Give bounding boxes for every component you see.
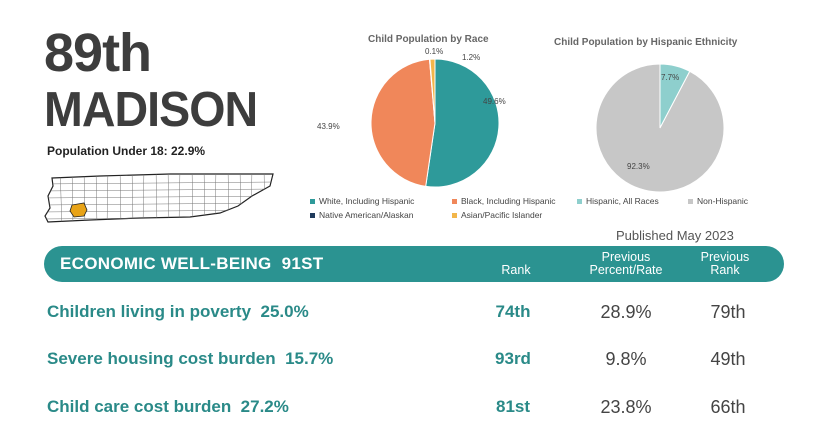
col-header-prev-pct-line2: Percent/Rate: [589, 263, 663, 277]
section-title: ECONOMIC WELL-BEING 91ST: [60, 254, 323, 274]
ethnicity-chart-title: Child Population by Hispanic Ethnicity: [554, 37, 738, 48]
race-label-black: 43.9%: [317, 122, 340, 131]
legend-black: Black, Including Hispanic: [452, 196, 556, 206]
metric-label: Severe housing cost burden: [47, 349, 276, 368]
eth-label-nonhispanic: 92.3%: [627, 162, 650, 171]
legend-native: Native American/Alaskan: [310, 210, 414, 220]
race-label-native: 0.1%: [425, 47, 444, 56]
legend-swatch: [310, 212, 315, 218]
section-banner: [44, 246, 784, 282]
section-rank: 91ST: [281, 254, 324, 273]
metric-prev-pct: 9.8%: [605, 349, 647, 369]
county-rank: 89th: [44, 23, 152, 83]
legend-swatch: [310, 198, 315, 204]
metric-prev-rank: 66th: [710, 397, 746, 417]
metric-row-housing: Severe housing cost burden 15.7%: [47, 349, 333, 369]
race-pie-chart: [370, 58, 500, 188]
madison-county-highlight: [69, 202, 88, 218]
legend-swatch: [452, 212, 457, 218]
published-date: Published May 2023: [616, 228, 734, 243]
metric-label: Children living in poverty: [47, 302, 252, 321]
col-header-prev-rank-line2: Rank: [710, 263, 740, 277]
col-header-prev-rank-line1: Previous: [700, 250, 750, 264]
metric-value: 27.2%: [240, 397, 289, 416]
col-header-prev-pct-line1: Previous: [601, 250, 651, 264]
legend-hispanic: Hispanic, All Races: [577, 196, 659, 206]
legend-asian: Asian/Pacific Islander: [452, 210, 542, 220]
section-title-text: ECONOMIC WELL-BEING: [60, 254, 272, 273]
legend-white: White, Including Hispanic: [310, 196, 414, 206]
metric-prev-pct: 23.8%: [600, 397, 652, 417]
race-label-white: 49.6%: [483, 97, 506, 106]
race-slice-3: [429, 58, 436, 124]
col-header-prev-rank: Previous Rank: [690, 251, 760, 277]
metric-value: 25.0%: [260, 302, 309, 321]
metric-label: Child care cost burden: [47, 397, 232, 416]
ethnicity-pie-chart: [595, 63, 725, 193]
legend-swatch: [452, 198, 457, 204]
legend-swatch: [577, 198, 582, 204]
race-chart-title: Child Population by Race: [368, 34, 489, 45]
metric-prev-rank: 49th: [710, 349, 746, 369]
metric-row-childcare: Child care cost burden 27.2%: [47, 397, 289, 417]
metric-rank: 74th: [495, 302, 531, 321]
metric-rank: 81st: [495, 397, 531, 416]
race-slice-0: [425, 58, 500, 188]
race-slice-1: [370, 58, 436, 187]
metric-rank: 93rd: [495, 349, 531, 368]
county-name: MADISON: [44, 83, 258, 137]
metric-row-poverty: Children living in poverty 25.0%: [47, 302, 309, 322]
eth-label-hispanic: 7.7%: [661, 73, 680, 82]
tennessee-county-map: [44, 173, 274, 223]
legend-swatch: [688, 198, 693, 204]
col-header-prev-pct: Previous Percent/Rate: [574, 251, 678, 277]
county-grid: [45, 174, 273, 222]
population-under-18: Population Under 18: 22.9%: [47, 144, 206, 158]
col-header-rank: Rank: [501, 263, 531, 277]
ethnicity-slice-1: [595, 63, 725, 193]
legend-nonhispanic: Non-Hispanic: [688, 196, 748, 206]
metric-prev-rank: 79th: [710, 302, 746, 322]
metric-value: 15.7%: [285, 349, 334, 368]
metric-prev-pct: 28.9%: [600, 302, 652, 322]
race-label-asian: 1.2%: [462, 53, 481, 62]
